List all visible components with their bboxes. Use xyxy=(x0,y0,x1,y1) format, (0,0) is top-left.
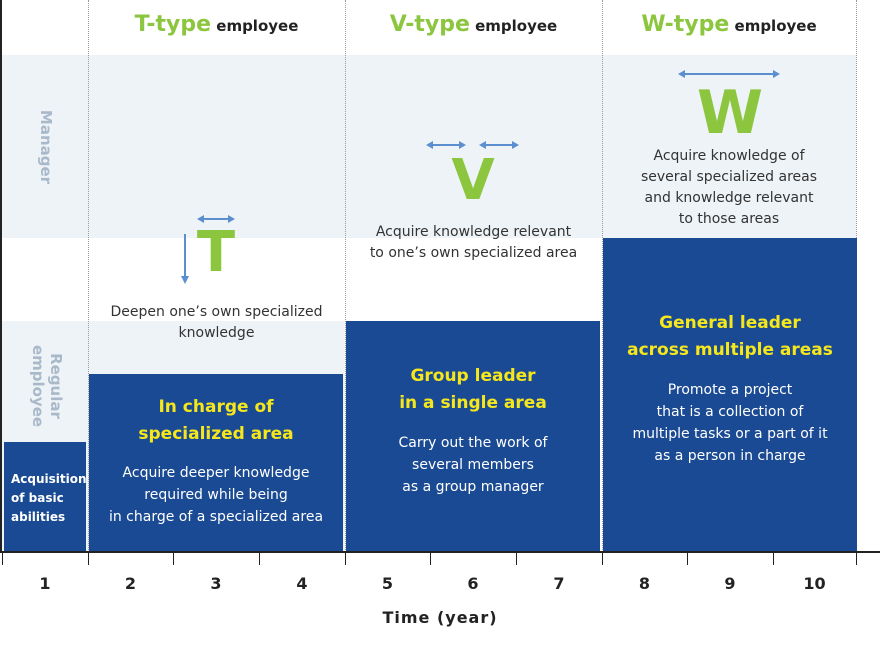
axis-tick-label: 4 xyxy=(296,574,308,593)
separator-2 xyxy=(345,0,346,552)
axis-tick xyxy=(856,551,857,565)
box-v-desc: as a group manager xyxy=(402,479,544,495)
box-w-desc: that is a collection of xyxy=(656,404,804,420)
t-symbol-text-line: Deepen one’s own specialized xyxy=(110,304,323,320)
column-title-t-letter: T-type xyxy=(134,12,212,37)
t-symbol-text-line: knowledge xyxy=(178,325,255,341)
v-symbol-text-line: to one’s own specialized area xyxy=(369,245,578,261)
axis-tick xyxy=(516,551,517,565)
v-symbol-text-line: Acquire knowledge relevant xyxy=(375,224,572,240)
axis-tick-label: 9 xyxy=(724,574,736,593)
axis-tick xyxy=(345,551,346,565)
box-v-title: Group leader xyxy=(410,366,536,386)
side-label-regular-line2: employee xyxy=(29,344,47,428)
box-w-desc: Promote a project xyxy=(667,382,793,398)
column-title-w: W-type employee xyxy=(602,12,856,42)
t-symbol: T xyxy=(196,220,236,285)
box-t-title: In charge of xyxy=(158,397,274,417)
side-label-manager-text: Manager xyxy=(37,109,55,185)
axis-tick xyxy=(773,551,774,565)
double-arrow-icon xyxy=(479,141,519,149)
column-title-v-letter: V-type xyxy=(389,12,470,37)
axis-tick-label: 10 xyxy=(803,574,826,593)
box-w-desc: as a person in charge xyxy=(654,448,806,464)
double-arrow-icon xyxy=(678,70,780,78)
box-w-desc: multiple tasks or a part of it xyxy=(632,426,828,442)
column-title-t-suffix: employee xyxy=(211,17,299,35)
w-symbol-text-line: Acquire knowledge of xyxy=(653,148,805,164)
axis-tick-label: 1 xyxy=(39,574,51,593)
down-arrow-icon xyxy=(181,234,189,284)
w-symbol-text: Acquire knowledge of several specialized… xyxy=(602,146,856,230)
axis-tick xyxy=(259,551,260,565)
box-t-type: In charge of specialized area Acquire de… xyxy=(89,374,343,551)
box-basic-line: abilities xyxy=(11,510,66,524)
side-label-regular: Regular employee xyxy=(25,331,65,441)
axis-tick-label: 3 xyxy=(210,574,222,593)
w-symbol-text-line: and knowledge relevant xyxy=(644,190,814,206)
box-basic-abilities: Acquisition of basic abilities xyxy=(4,442,87,551)
box-t-title: specialized area xyxy=(138,424,294,444)
box-v-type: Group leader in a single area Carry out … xyxy=(346,321,600,551)
column-title-t: T-type employee xyxy=(88,12,345,42)
axis-tick-label: 2 xyxy=(124,574,137,593)
box-v-desc: Carry out the work of xyxy=(398,435,548,451)
box-w-title: across multiple areas xyxy=(627,340,833,360)
time-axis xyxy=(0,551,880,553)
axis-tick-label: 5 xyxy=(381,574,394,593)
box-v-desc: several members xyxy=(412,457,534,473)
axis-tick xyxy=(430,551,431,565)
box-t-desc: in charge of a specialized area xyxy=(108,509,324,525)
box-t-desc: required while being xyxy=(144,487,288,503)
axis-tick xyxy=(687,551,688,565)
axis-tick-label: 6 xyxy=(467,574,479,593)
axis-tick xyxy=(173,551,174,565)
box-basic-line: of basic xyxy=(11,491,64,505)
separator-3 xyxy=(602,0,603,552)
box-basic-line: Acquisition xyxy=(11,472,87,486)
box-w-title: General leader xyxy=(659,313,801,333)
column-title-w-suffix: employee xyxy=(729,17,817,35)
column-title-w-letter: W-type xyxy=(641,12,730,37)
separator-1 xyxy=(88,0,89,552)
t-symbol-text: Deepen one’s own specialized knowledge xyxy=(88,302,345,344)
box-t-desc: Acquire deeper knowledge xyxy=(122,465,310,481)
side-label-manager: Manager xyxy=(35,97,55,197)
double-arrow-icon xyxy=(197,215,235,223)
w-symbol-text-line: several specialized areas xyxy=(640,169,818,185)
side-label-regular-line1: Regular xyxy=(47,353,65,419)
axis-tick-label: 7 xyxy=(553,574,565,593)
axis-tick-label: 8 xyxy=(638,574,651,593)
box-v-title: in a single area xyxy=(399,393,547,413)
v-symbol: V xyxy=(451,148,495,213)
double-arrow-icon xyxy=(426,141,466,149)
v-symbol-text: Acquire knowledge relevant to one’s own … xyxy=(345,222,602,264)
w-symbol-text-line: to those areas xyxy=(678,211,780,227)
box-w-type: General leader across multiple areas Pro… xyxy=(603,238,857,551)
axis-tick xyxy=(2,551,3,565)
axis-tick xyxy=(602,551,603,565)
axis-tick xyxy=(88,551,89,565)
column-title-v: V-type employee xyxy=(345,12,602,42)
w-symbol: W xyxy=(696,78,764,148)
left-axis-line xyxy=(0,0,2,552)
column-title-v-suffix: employee xyxy=(469,17,558,35)
axis-title: Time (year) xyxy=(382,608,498,627)
manager-band xyxy=(0,55,856,238)
